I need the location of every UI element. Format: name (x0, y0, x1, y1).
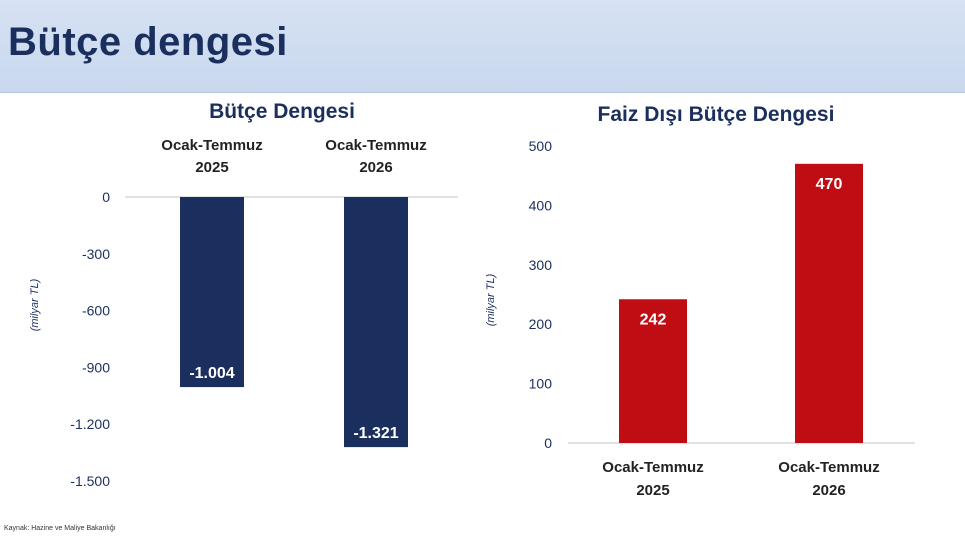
category-label: Ocak-Temmuz (602, 459, 703, 476)
y-tick-label: -900 (82, 359, 110, 375)
page-title: Bütçe dengesi (8, 20, 288, 64)
category-label: 2026 (359, 159, 392, 176)
y-tick-label: -1.200 (70, 416, 110, 432)
y-tick-label: 300 (529, 257, 553, 273)
category-label: Ocak-Temmuz (161, 137, 262, 154)
y-tick-label: 400 (529, 197, 553, 213)
bar (180, 197, 244, 388)
y-tick-label: 0 (102, 189, 110, 205)
chart-title: Bütçe Dengesi (209, 100, 355, 123)
category-label: 2025 (195, 159, 228, 176)
bar (795, 163, 863, 443)
y-tick-label: -1.500 (70, 473, 110, 489)
y-tick-label: -300 (82, 246, 110, 262)
category-label: 2026 (812, 482, 845, 499)
bar (344, 197, 408, 448)
data-label: 470 (816, 176, 843, 193)
y-tick-label: -600 (82, 303, 110, 319)
data-label: -1.004 (189, 365, 234, 382)
y-tick-label: 100 (529, 376, 553, 392)
chart-title: Faiz Dışı Bütçe Dengesi (598, 103, 835, 126)
data-label: 242 (640, 311, 667, 328)
y-tick-label: 500 (529, 138, 553, 154)
page-header: Bütçe dengesi (0, 0, 965, 93)
y-axis-label: (milyar TL) (485, 273, 497, 326)
y-tick-label: 0 (544, 435, 552, 451)
data-label: -1.321 (353, 425, 398, 442)
y-axis-label: (milyar TL) (29, 278, 41, 331)
source-note: Kaynak: Hazine ve Maliye Bakanlığı (4, 525, 116, 532)
category-label: Ocak-Temmuz (325, 137, 426, 154)
category-label: 2025 (636, 482, 669, 499)
category-label: Ocak-Temmuz (778, 459, 879, 476)
y-tick-label: 200 (529, 316, 553, 332)
bar (619, 299, 687, 443)
